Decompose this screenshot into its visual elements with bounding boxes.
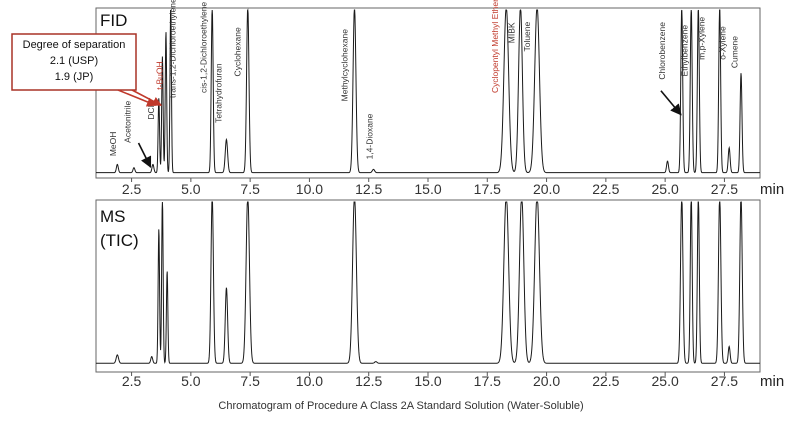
peak-label: DCM [146, 100, 156, 119]
peak-label: MeOH [108, 132, 118, 157]
ms-x-tick-label: 5.0 [181, 373, 201, 389]
dcm-arrow [137, 142, 152, 169]
ms-panel-title: MS [100, 207, 126, 226]
peak-label: Toluene [522, 21, 532, 51]
separation-callout-title: Degree of separation [23, 39, 126, 51]
peak-label: t-BuOH [154, 61, 164, 89]
ms-panel-frame [95, 199, 761, 373]
ms-x-tick-label: 12.5 [355, 373, 382, 389]
chart-caption: Chromatogram of Procedure A Class 2A Sta… [218, 400, 583, 412]
fid-x-tick-label: 27.5 [711, 181, 738, 197]
fid-tick-labels: 2.5 5.0 7.5 10.0 12.5 15.0 17.5 20.0 22.5 25.0 27.… [122, 181, 738, 197]
ms-x-tick-label: 20.0 [533, 373, 560, 389]
fid-x-tick-label: 22.5 [592, 181, 619, 197]
separation-callout-arrows [117, 89, 163, 107]
ms-x-tick-label: 22.5 [592, 373, 619, 389]
separation-arrow [131, 89, 163, 107]
ms-x-tick-label: 2.5 [122, 373, 142, 389]
separation-callout-usp: 2.1 (USP) [50, 55, 98, 67]
peak-label: o-Xylene [718, 26, 728, 60]
fid-x-unit: min [760, 181, 784, 198]
ms-x-tick-label: 15.0 [414, 373, 441, 389]
fid-arrows [137, 90, 682, 169]
fid-trace [96, 8, 760, 174]
fid-x-tick-label: 20.0 [533, 181, 560, 197]
ms-x-tick-label: 7.5 [240, 373, 260, 389]
fid-panel-title: FID [100, 11, 127, 30]
fid-x-tick-label: 15.0 [414, 181, 441, 197]
ms-tick-marks [131, 372, 725, 376]
fid-x-tick-label: 5.0 [181, 181, 201, 197]
peak-label: Ethylbenzene [680, 25, 690, 77]
fid-x-tick-label: 17.5 [474, 181, 501, 197]
separation-callout-jp: 1.9 (JP) [55, 71, 94, 83]
ms-panel-subtitle: (TIC) [100, 231, 139, 250]
peak-label: Acetonitrile [122, 100, 132, 142]
peak-label: m,p-Xylene [696, 17, 706, 60]
fid-x-tick-label: 7.5 [240, 181, 260, 197]
ms-tick-labels: 2.5 5.0 7.5 10.0 12.5 15.0 17.5 20.0 22.5 25.0 27.… [122, 373, 738, 389]
peak-label: Cyclopentyl Methyl Ether [490, 0, 500, 93]
fid-x-tick-label: 12.5 [355, 181, 382, 197]
chlorobenzene-arrow [660, 90, 682, 116]
fid-x-tick-label: 25.0 [652, 181, 679, 197]
fid-x-tick-label: 10.0 [296, 181, 323, 197]
peak-label: trans-1,2-Dichloroethylene [167, 0, 177, 98]
ms-trace [96, 201, 760, 364]
ms-x-unit: min [760, 373, 784, 390]
separation-callout-box [11, 33, 137, 91]
ms-x-tick-label: 25.0 [652, 373, 679, 389]
ms-x-tick-label: 17.5 [474, 373, 501, 389]
peak-label: Chlorobenzene [657, 22, 667, 80]
fid-x-tick-label: 2.5 [122, 181, 142, 197]
peak-label: 1,4-Dioxane [364, 113, 374, 159]
separation-arrow [117, 89, 157, 107]
fid-tick-marks [131, 178, 725, 182]
peak-label: Tetrahydrofuran [214, 63, 224, 123]
ms-x-tick-label: 27.5 [711, 373, 738, 389]
peak-label: MIBK [507, 22, 517, 43]
peak-label: Cumene [730, 36, 740, 68]
peak-label: Cyclohexane [233, 27, 243, 76]
fid-peak-labels: MeOH Acetonitrile DCM t-BuOH trans-1,2-Dichl… [108, 0, 739, 159]
ms-x-tick-label: 10.0 [296, 373, 323, 389]
peak-label: Methylcyclohexane [339, 29, 349, 102]
peak-label: cis-1,2-Dichloroethylene [198, 2, 208, 93]
